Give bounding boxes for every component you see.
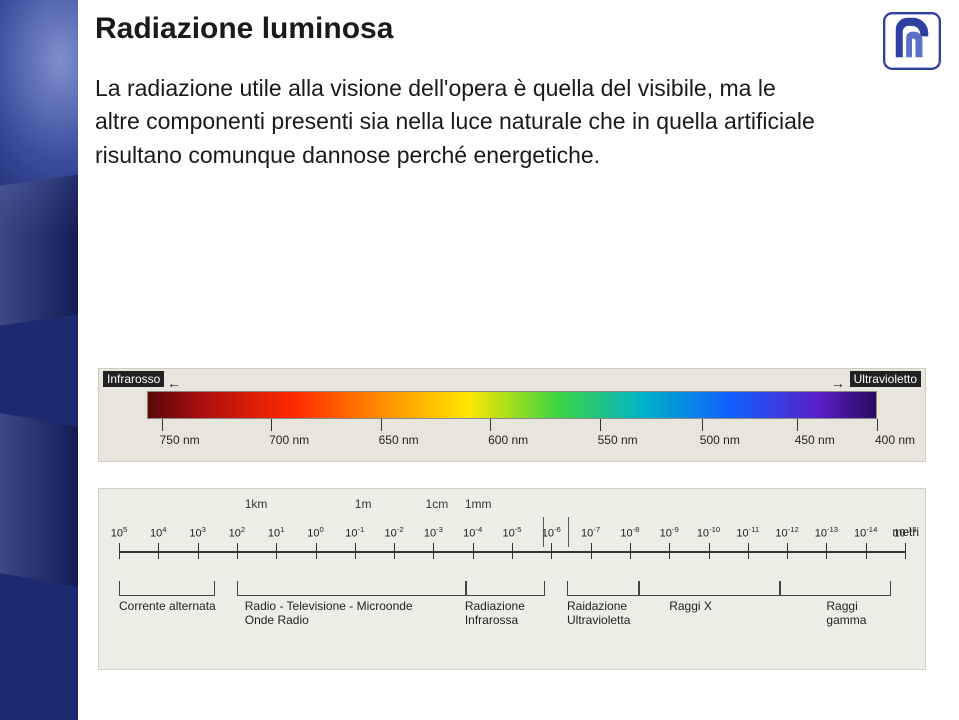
spectrum-tick-label: 700 nm bbox=[269, 433, 309, 447]
em-band-bracket bbox=[567, 581, 640, 596]
body-paragraph: La radiazione utile alla visione dell'op… bbox=[95, 72, 815, 172]
spectrum-gradient-bar bbox=[147, 391, 877, 419]
em-spectrum-chart: metri 1km1m1cm1mm10510410310210110010-11… bbox=[98, 488, 926, 670]
em-tick bbox=[119, 543, 120, 559]
spectrum-tick-label: 650 nm bbox=[379, 433, 419, 447]
em-tick-label: 102 bbox=[229, 525, 246, 540]
em-band-label: RadiazioneInfrarossa bbox=[465, 599, 525, 627]
em-scale-label: 1km bbox=[245, 497, 268, 511]
spectrum-tick bbox=[490, 419, 491, 431]
em-tick-label: 10-1 bbox=[345, 525, 364, 540]
spectrum-tick bbox=[162, 419, 163, 431]
em-scale-label: 1mm bbox=[465, 497, 492, 511]
em-tick-label: 101 bbox=[268, 525, 285, 540]
em-band-bracket bbox=[465, 581, 546, 596]
em-tick-label: 10-12 bbox=[775, 525, 798, 540]
em-tick bbox=[630, 543, 631, 559]
page-title: Radiazione luminosa bbox=[95, 12, 393, 46]
em-tick bbox=[866, 543, 867, 559]
em-tick-label: 100 bbox=[307, 525, 324, 540]
em-tick-label: 10-8 bbox=[620, 525, 639, 540]
spectrum-tick-label: 500 nm bbox=[700, 433, 740, 447]
spectrum-left-label: Infrarosso bbox=[103, 371, 164, 387]
em-band-bracket bbox=[237, 581, 467, 596]
em-tick-label: 105 bbox=[111, 525, 128, 540]
em-band-bracket bbox=[779, 581, 891, 596]
uv-arrow: → bbox=[831, 375, 845, 391]
ir-arrow: ← bbox=[167, 375, 181, 391]
em-tick-label: 10-7 bbox=[581, 525, 600, 540]
em-tick bbox=[748, 543, 749, 559]
em-tick bbox=[237, 543, 238, 559]
em-band-bracket bbox=[119, 581, 215, 596]
spectrum-tick-label: 750 nm bbox=[160, 433, 200, 447]
em-band-label: Radio - Televisione - MicroondeOnde Radi… bbox=[245, 599, 413, 627]
em-band-label: Corrente alternata bbox=[119, 599, 216, 613]
em-tick bbox=[198, 543, 199, 559]
em-tick-label: 10-3 bbox=[424, 525, 443, 540]
em-tick-label: 10-9 bbox=[660, 525, 679, 540]
spectrum-tick bbox=[600, 419, 601, 431]
em-tick-label: 10-14 bbox=[854, 525, 877, 540]
em-tick-label: 10-15 bbox=[893, 525, 916, 540]
spectrum-tick bbox=[702, 419, 703, 431]
spectrum-tick-label: 600 nm bbox=[488, 433, 528, 447]
em-tick bbox=[394, 543, 395, 559]
spectrum-tick bbox=[877, 419, 878, 431]
em-tick bbox=[433, 543, 434, 559]
visible-spectrum-chart: Infrarosso ← Ultravioletto → 750 nm 700 n… bbox=[98, 368, 926, 462]
em-scale-label: 1cm bbox=[426, 497, 449, 511]
em-tick-label: 103 bbox=[189, 525, 206, 540]
em-tick bbox=[591, 543, 592, 559]
em-band-bracket bbox=[638, 581, 781, 596]
em-band-label: Raggi X bbox=[669, 599, 712, 613]
em-tick-label: 10-5 bbox=[502, 525, 521, 540]
em-tick-label: 104 bbox=[150, 525, 167, 540]
em-tick-label: 10-13 bbox=[815, 525, 838, 540]
em-tick bbox=[905, 543, 906, 559]
em-tick-label: 10-11 bbox=[736, 525, 759, 540]
em-tick bbox=[316, 543, 317, 559]
decorative-sidebar bbox=[0, 0, 78, 720]
em-band-label: RaidazioneUltravioletta bbox=[567, 599, 630, 627]
em-tick bbox=[276, 543, 277, 559]
em-tick bbox=[473, 543, 474, 559]
spectrum-tick-label: 550 nm bbox=[598, 433, 638, 447]
em-scale-label: 1m bbox=[355, 497, 372, 511]
em-tick-label: 10-10 bbox=[697, 525, 720, 540]
em-tick bbox=[158, 543, 159, 559]
spectrum-tick-label: 450 nm bbox=[795, 433, 835, 447]
spectrum-tick-label: 400 nm bbox=[875, 433, 915, 447]
em-tick-label: 10-4 bbox=[463, 525, 482, 540]
em-tick bbox=[669, 543, 670, 559]
em-tick bbox=[826, 543, 827, 559]
spectrum-tick bbox=[797, 419, 798, 431]
em-tick bbox=[512, 543, 513, 559]
em-band-label: Raggigamma bbox=[826, 599, 866, 627]
em-tick-label: 10-2 bbox=[385, 525, 404, 540]
spectrum-tick bbox=[271, 419, 272, 431]
cnr-logo bbox=[883, 12, 941, 70]
em-tick bbox=[787, 543, 788, 559]
spectrum-tick bbox=[381, 419, 382, 431]
em-visible-marker bbox=[543, 517, 569, 547]
spectrum-right-label: Ultravioletto bbox=[850, 371, 921, 387]
slide: Radiazione luminosa La radiazione utile … bbox=[0, 0, 959, 720]
em-tick bbox=[709, 543, 710, 559]
em-tick bbox=[355, 543, 356, 559]
